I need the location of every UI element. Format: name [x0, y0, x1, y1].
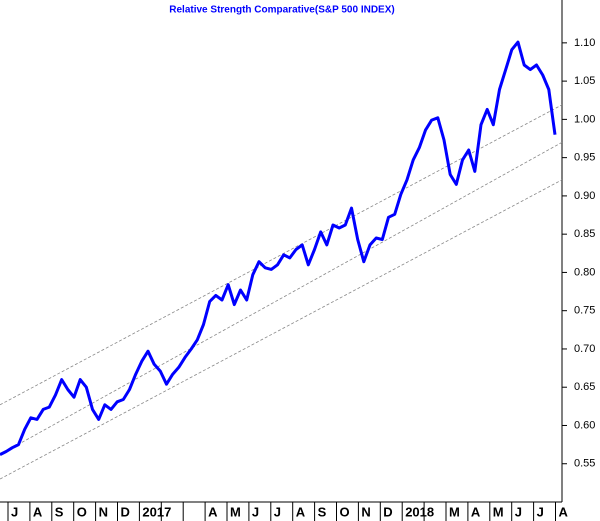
y-tick-label: 0.90 — [574, 190, 595, 202]
y-tick-label: 1.00 — [574, 113, 595, 125]
trend-line — [0, 141, 563, 455]
trend-line — [0, 104, 563, 406]
x-tick-label: M — [449, 504, 460, 519]
x-tick-label: J — [274, 504, 281, 519]
x-tick-label: J — [252, 504, 259, 519]
x-tick-label: A — [559, 504, 569, 519]
x-tick-label: M — [493, 504, 504, 519]
y-tick-label: 1.05 — [574, 75, 595, 87]
y-tick-label: 0.95 — [574, 152, 595, 164]
x-tick-label: M — [230, 504, 241, 519]
x-tick-label: A — [33, 504, 43, 519]
y-tick-label: 0.70 — [574, 343, 595, 355]
y-tick-label: 0.65 — [574, 381, 595, 393]
y-tick-label: 0.60 — [574, 419, 595, 431]
y-tick-label: 0.85 — [574, 228, 595, 240]
x-tick-label: A — [471, 504, 481, 519]
x-tick-label: J — [11, 504, 18, 519]
x-tick-label: D — [121, 504, 130, 519]
x-tick-label: O — [77, 504, 87, 519]
x-tick-label: J — [515, 504, 522, 519]
x-tick-label: 2017 — [142, 504, 171, 519]
x-tick-label: N — [361, 504, 370, 519]
x-tick-label: N — [99, 504, 108, 519]
y-tick-label: 1.10 — [574, 37, 595, 49]
trend-line — [0, 179, 563, 480]
y-tick-label: 0.75 — [574, 305, 595, 317]
x-tick-label: S — [55, 504, 64, 519]
x-tick-label: A — [208, 504, 218, 519]
x-tick-label: O — [340, 504, 350, 519]
y-tick-label: 0.80 — [574, 266, 595, 278]
x-tick-label: A — [296, 504, 306, 519]
y-tick-label: 0.55 — [574, 458, 595, 470]
x-tick-label: S — [318, 504, 327, 519]
x-tick-label: 2018 — [405, 504, 434, 519]
x-tick-label: D — [383, 504, 392, 519]
chart-title: Relative Strength Comparative(S&P 500 IN… — [169, 5, 394, 16]
x-tick-label: J — [537, 504, 544, 519]
data-line — [0, 40, 557, 456]
